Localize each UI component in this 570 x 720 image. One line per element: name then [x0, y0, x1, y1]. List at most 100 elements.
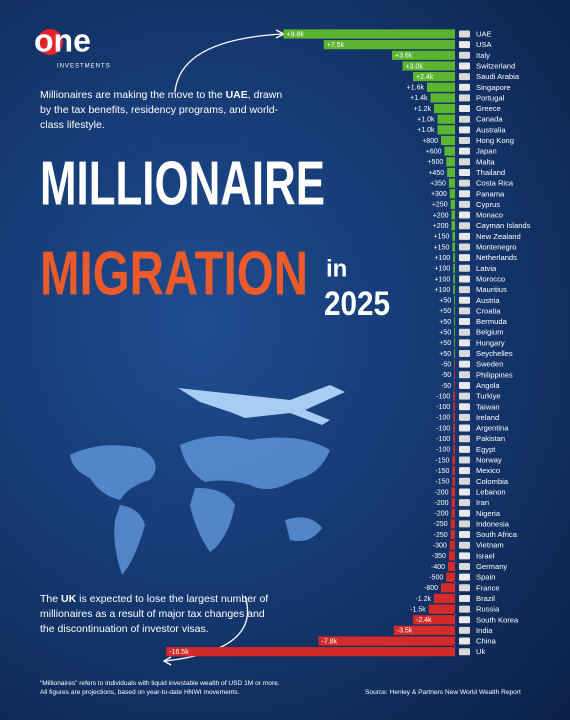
- value-label: -250: [434, 521, 448, 528]
- bar: [454, 306, 455, 316]
- category-label: Thailand: [476, 168, 505, 177]
- bar: [450, 519, 455, 529]
- flag: [459, 222, 470, 230]
- bar: [451, 498, 455, 508]
- category-label: Brazil: [476, 594, 495, 603]
- bar: [453, 423, 455, 433]
- bar: [323, 40, 455, 50]
- flag: [459, 499, 470, 507]
- category-label: Ireland: [476, 413, 499, 422]
- flag: [459, 531, 470, 539]
- bar: [454, 359, 455, 369]
- value-label: +1.0k: [417, 127, 435, 134]
- flag: [459, 520, 470, 528]
- value-label: +50: [439, 308, 451, 315]
- flag: [459, 413, 470, 421]
- category-label: Cyprus: [476, 200, 500, 209]
- value-label: +200: [433, 223, 449, 230]
- value-label: +200: [433, 212, 449, 219]
- value-label: -50: [441, 383, 451, 390]
- bar: [452, 455, 455, 465]
- bar: [392, 50, 455, 60]
- flag: [459, 275, 470, 283]
- flag: [459, 552, 470, 560]
- flag: [459, 637, 470, 645]
- category-label: Portugal: [476, 93, 505, 102]
- category-label: South Africa: [476, 530, 518, 539]
- flag: [459, 168, 470, 176]
- footnote: “Millionaires” refers to individuals wit…: [40, 680, 280, 687]
- flag: [459, 392, 470, 400]
- flag: [459, 563, 470, 570]
- value-label: -16.5k: [169, 649, 189, 656]
- value-label: -50: [441, 361, 451, 368]
- bar: [449, 540, 455, 550]
- category-label: Seychelles: [476, 349, 513, 358]
- flag: [459, 350, 470, 357]
- bar: [449, 189, 455, 199]
- flag: [459, 509, 470, 517]
- outro-text: The UK is expected to lose the largest n…: [40, 592, 270, 637]
- category-label: Mexico: [476, 466, 500, 475]
- bar: [453, 434, 455, 444]
- flag: [459, 318, 470, 326]
- flag: [459, 445, 470, 453]
- flag: [459, 307, 470, 315]
- bar: [454, 370, 455, 380]
- flag: [459, 541, 470, 549]
- flag: [459, 477, 470, 485]
- category-label: Philippines: [476, 370, 513, 379]
- value-label: +500: [427, 159, 443, 166]
- flag: [459, 648, 470, 656]
- text: UAE: [225, 89, 248, 101]
- value-label: -350: [432, 553, 446, 560]
- category-label: Hong Kong: [476, 136, 514, 145]
- value-label: -200: [434, 500, 448, 507]
- source: Source: Henley & Partners New World Weal…: [365, 689, 521, 696]
- flag: [459, 264, 470, 272]
- value-label: +3.6k: [395, 53, 413, 60]
- flag: [459, 73, 470, 81]
- bar: [166, 647, 455, 657]
- category-label: Egypt: [476, 445, 496, 454]
- bar: [453, 444, 455, 454]
- flag: [459, 381, 470, 389]
- bar: [454, 295, 455, 305]
- category-label: Hungary: [476, 338, 505, 347]
- bar: [446, 157, 455, 167]
- value-label: +50: [439, 351, 451, 358]
- flag: [459, 435, 470, 443]
- flag: [459, 488, 470, 496]
- flag: [459, 616, 470, 624]
- bar: [437, 125, 455, 135]
- value-label: -200: [434, 511, 448, 518]
- bar: [451, 210, 455, 220]
- flag: [459, 594, 470, 602]
- flag: [459, 254, 470, 262]
- value-label: -3.5k: [397, 628, 413, 635]
- category-label: China: [476, 637, 497, 646]
- footnote: All figures are projections, based on ye…: [40, 689, 240, 696]
- category-label: Sweden: [476, 360, 503, 369]
- category-label: Morocco: [476, 274, 505, 283]
- bar: [402, 61, 455, 71]
- category-label: Norway: [476, 456, 502, 465]
- category-label: Israel: [476, 551, 495, 560]
- bar: [447, 167, 455, 178]
- category-label: Angola: [476, 381, 500, 390]
- flag: [459, 626, 470, 634]
- bar: [441, 583, 455, 593]
- title-line2: MIGRATION: [40, 239, 308, 308]
- value-label: +1.6k: [407, 85, 425, 92]
- text: is expected to lose the largest number o…: [40, 593, 269, 635]
- bar: [434, 103, 455, 114]
- bar: [452, 466, 455, 476]
- category-label: New Zealand: [476, 232, 521, 241]
- value-label: -100: [436, 425, 450, 432]
- flag: [459, 147, 470, 155]
- value-label: -200: [434, 489, 448, 496]
- value-label: +50: [439, 298, 451, 305]
- value-label: +150: [434, 234, 450, 241]
- value-label: +2.4k: [416, 74, 434, 81]
